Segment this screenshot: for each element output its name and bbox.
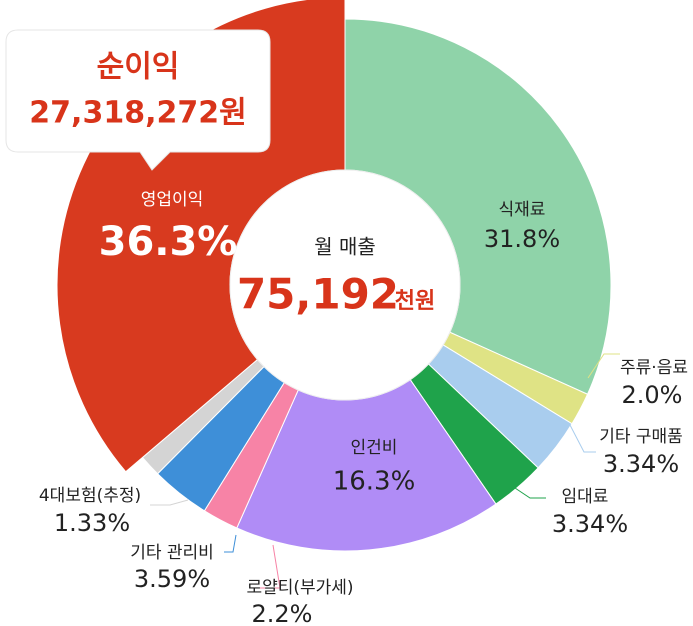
value-label: 3.59% [134, 565, 210, 593]
leader-line [587, 353, 620, 379]
value-label: 16.3% [333, 467, 416, 497]
slice-label: 기타 관리비 [130, 543, 214, 563]
slice-label: 4대보험(추정) [39, 486, 141, 506]
leader-line [514, 487, 546, 499]
leader-line [224, 534, 237, 553]
value-label: 2.2% [252, 600, 313, 626]
value-label: 2.0% [622, 381, 683, 409]
center-unit: 천원 [395, 289, 435, 314]
center-value: 75,192 [237, 270, 399, 319]
center-hole [229, 169, 461, 401]
slice-label: 식재료 [499, 200, 546, 220]
callout: 순이익 27,318,272원 [5, 29, 271, 171]
callout-value: 27,318,272원 [29, 96, 246, 131]
value-label: 31.8% [484, 225, 560, 253]
callout-box [5, 29, 271, 171]
slice-label: 영업이익 [141, 190, 204, 210]
callout-title: 순이익 [97, 50, 180, 85]
value-label: 36.3% [99, 219, 238, 265]
leader-line [150, 499, 189, 506]
leader-line [569, 424, 596, 453]
slice-label: 인건비 [351, 438, 398, 458]
leader-line [254, 544, 281, 589]
slice-label: 주류·음료 [620, 358, 688, 378]
value-label: 3.34% [603, 450, 679, 478]
slice-label: 기타 구매품 [599, 427, 683, 447]
center-label: 월 매출 [314, 235, 376, 259]
value-label: 1.33% [54, 509, 130, 537]
slice-label: 임대료 [562, 487, 609, 507]
slice-label: 로얄티(부가세) [246, 578, 353, 598]
value-label: 3.34% [552, 510, 628, 538]
